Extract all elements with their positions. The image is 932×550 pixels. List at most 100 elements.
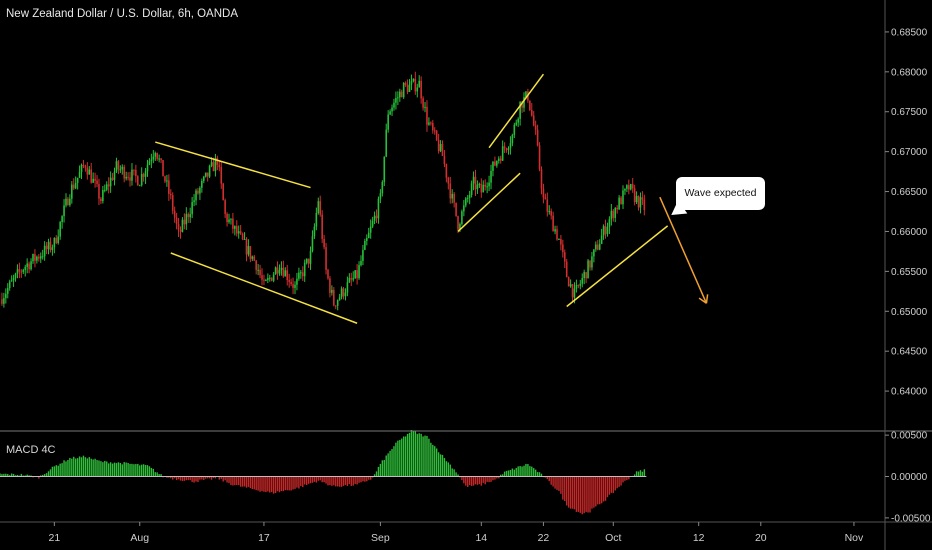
candle-body bbox=[47, 241, 50, 250]
candle-body bbox=[643, 199, 646, 210]
candle-body bbox=[169, 193, 172, 196]
candle-body bbox=[362, 249, 364, 261]
candle-body bbox=[513, 124, 516, 135]
candle-body bbox=[633, 188, 636, 203]
price-tick-label: 0.65000 bbox=[891, 307, 928, 318]
trendline-flag-upper bbox=[488, 73, 545, 149]
trendline-channel-upper bbox=[155, 141, 311, 189]
candle-body bbox=[71, 184, 73, 199]
candle-body bbox=[20, 271, 23, 273]
candle-body bbox=[565, 261, 568, 278]
candle-body bbox=[540, 169, 543, 189]
candle-body bbox=[470, 183, 473, 195]
candle-body bbox=[499, 158, 502, 161]
time-tick-label: Aug bbox=[130, 532, 149, 544]
candle-body bbox=[563, 252, 566, 262]
candle-body bbox=[333, 289, 335, 306]
candle-body bbox=[629, 184, 632, 190]
candle-body bbox=[290, 281, 292, 284]
candle-body bbox=[113, 171, 116, 180]
candle-body bbox=[529, 100, 531, 111]
candle-body bbox=[321, 214, 323, 239]
candle-body bbox=[245, 238, 248, 255]
candle-body bbox=[348, 278, 351, 283]
candle-body bbox=[270, 277, 273, 281]
price-tick-label: 0.66000 bbox=[891, 227, 928, 238]
candle-body bbox=[144, 171, 147, 177]
candle-body bbox=[441, 144, 444, 156]
candle-body bbox=[168, 180, 170, 194]
price-tick-label: 0.67500 bbox=[891, 107, 928, 118]
candle-body bbox=[249, 246, 252, 259]
time-tick-label: 17 bbox=[258, 532, 270, 544]
candle-body bbox=[505, 148, 508, 150]
candle-body bbox=[606, 227, 609, 235]
candle-body bbox=[567, 277, 570, 287]
macd-indicator-label: MACD 4C bbox=[6, 444, 56, 456]
candle-body bbox=[265, 279, 267, 281]
candle-body bbox=[422, 98, 424, 108]
candle-body bbox=[530, 110, 533, 116]
candle-body bbox=[457, 215, 459, 230]
candle-body bbox=[474, 176, 477, 190]
candle-body bbox=[366, 238, 368, 241]
candle-body bbox=[224, 200, 226, 214]
candle-body bbox=[28, 263, 30, 270]
candle-body bbox=[125, 176, 127, 179]
candle-body bbox=[278, 269, 281, 274]
candle-body bbox=[637, 196, 640, 208]
candle-body bbox=[185, 214, 188, 225]
candle-body bbox=[397, 97, 399, 99]
candle-body bbox=[439, 144, 442, 152]
candle-body bbox=[309, 250, 312, 264]
candle-body bbox=[272, 274, 275, 281]
candle-body bbox=[14, 273, 17, 279]
candle-body bbox=[598, 243, 601, 250]
candle-body bbox=[329, 278, 331, 293]
candle-body bbox=[216, 158, 219, 165]
projection-arrow-head bbox=[705, 294, 709, 304]
candle-body bbox=[350, 278, 353, 280]
candle-body bbox=[443, 155, 446, 165]
candle-body bbox=[32, 254, 34, 262]
candle-body bbox=[88, 169, 91, 175]
candle-body bbox=[503, 146, 506, 149]
candle-body bbox=[135, 169, 137, 177]
candle-body bbox=[550, 211, 552, 216]
candle-body bbox=[109, 177, 112, 187]
candle-body bbox=[94, 178, 96, 181]
candle-body bbox=[206, 172, 209, 177]
candle-body bbox=[358, 265, 360, 279]
candle-body bbox=[410, 81, 413, 85]
candle-body bbox=[150, 159, 153, 162]
time-tick-label: 14 bbox=[475, 532, 487, 544]
candle-body bbox=[160, 158, 162, 161]
candle-body bbox=[24, 266, 27, 270]
candle-body bbox=[395, 98, 397, 103]
candle-body bbox=[466, 197, 469, 199]
candle-body bbox=[618, 197, 620, 210]
candle-body bbox=[381, 181, 384, 194]
candle-body bbox=[641, 197, 644, 200]
macd-tick-label: -0.00500 bbox=[891, 513, 931, 524]
candle-body bbox=[614, 207, 617, 218]
candle-body bbox=[391, 107, 393, 112]
candle-body bbox=[90, 169, 93, 183]
candle-body bbox=[552, 215, 554, 232]
candle-body bbox=[191, 202, 193, 215]
candle-body bbox=[340, 288, 343, 298]
candle-body bbox=[587, 260, 589, 279]
candle-body bbox=[300, 272, 302, 274]
time-tick-label: 12 bbox=[693, 532, 705, 544]
candle-body bbox=[327, 269, 329, 279]
candle-body bbox=[268, 277, 271, 279]
projection-arrow-head bbox=[698, 297, 707, 304]
candle-body bbox=[96, 180, 98, 185]
price-tick-label: 0.67000 bbox=[891, 147, 928, 158]
candle-body bbox=[80, 164, 83, 173]
candle-body bbox=[399, 91, 401, 98]
candle-body bbox=[323, 238, 325, 248]
candle-body bbox=[402, 82, 405, 98]
candle-body bbox=[100, 198, 102, 201]
